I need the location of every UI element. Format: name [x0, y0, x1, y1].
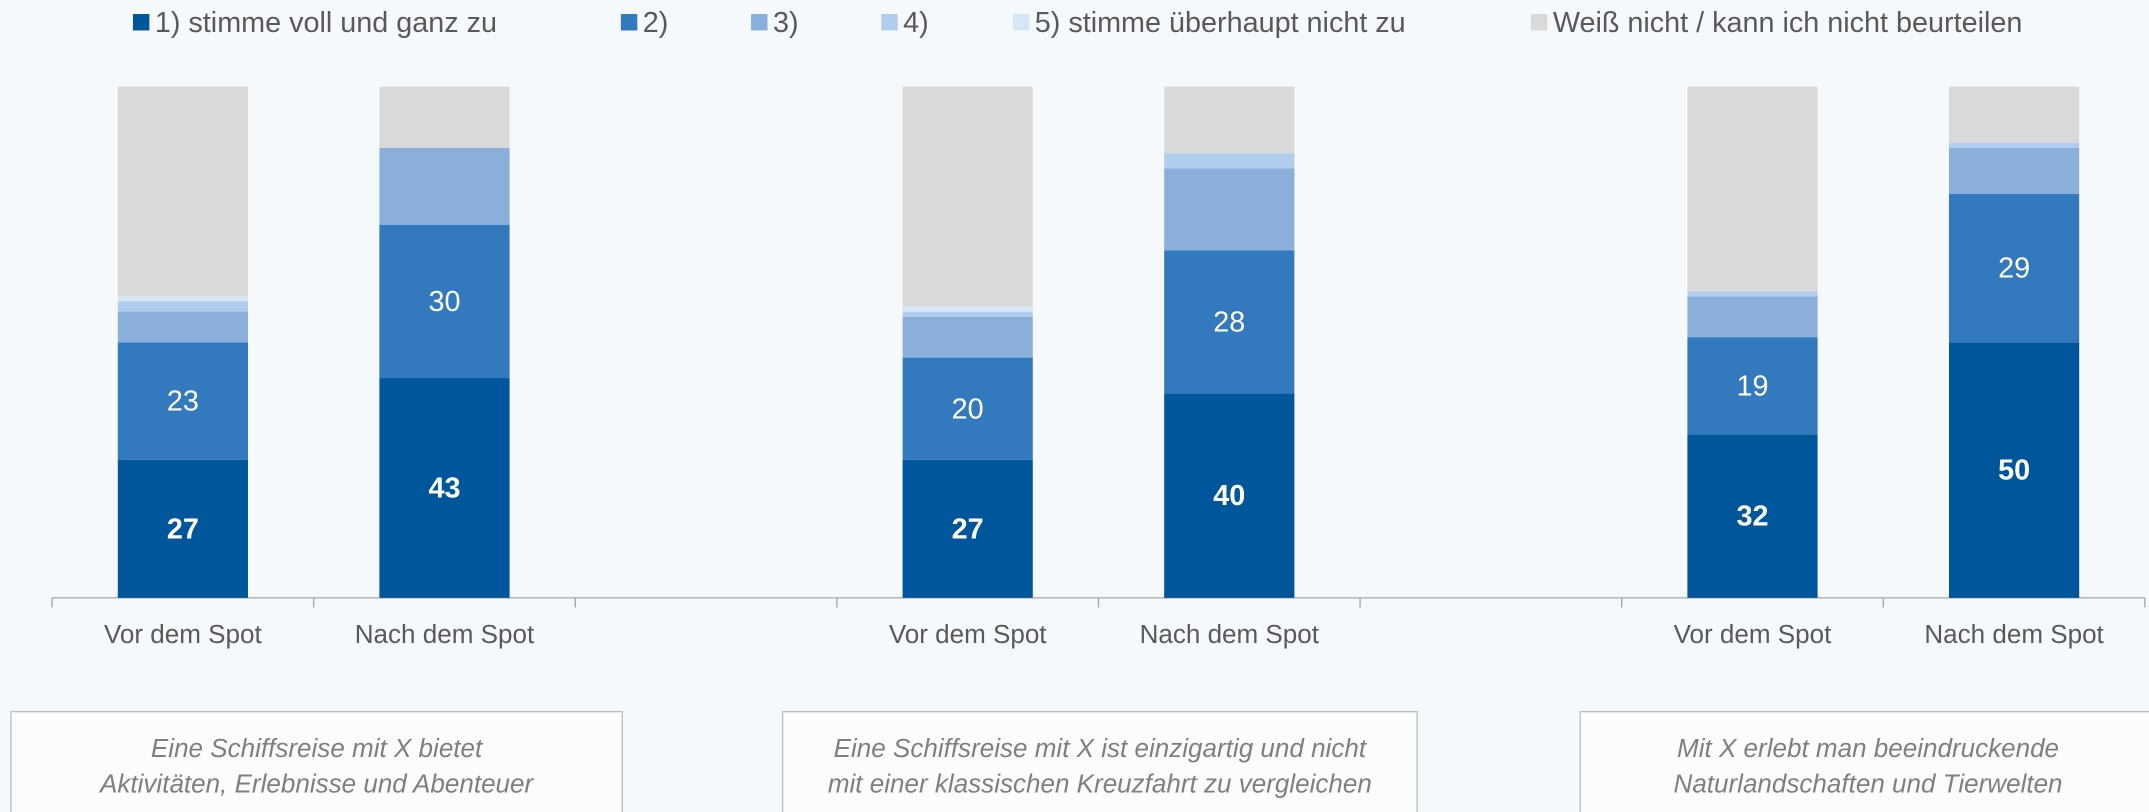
bar-segment: [117, 311, 248, 343]
bar-segment: [1164, 153, 1295, 169]
bar-segment: [1948, 148, 2080, 195]
value-label: 27: [167, 513, 199, 545]
value-label: 27: [952, 513, 984, 545]
caption-text: Eine Schiffsreise mit X bietet: [151, 733, 484, 763]
bar-segment: [1687, 86, 1818, 292]
bar-segment: [1687, 434, 1818, 598]
bar-segment: [1164, 86, 1295, 154]
bar-segment: [379, 224, 510, 379]
bar-segment: [1164, 250, 1295, 394]
bar-segment: [117, 459, 248, 598]
bar-segment: [1164, 393, 1295, 598]
bar-segment: [902, 86, 1033, 307]
legend-label: 3): [773, 7, 799, 39]
legend-label: 5) stimme überhaupt nicht zu: [1035, 7, 1406, 39]
value-label: 20: [952, 393, 984, 425]
legend-swatch: [1530, 14, 1548, 31]
legend-swatch: [751, 14, 768, 31]
bar-segment: [902, 311, 1033, 317]
value-label: 28: [1213, 306, 1245, 338]
legend-swatch: [881, 14, 898, 31]
x-tick-label: Nach dem Spot: [1924, 619, 2104, 649]
bar-segment: [379, 378, 510, 598]
value-label: 29: [1998, 253, 2030, 285]
value-label: 40: [1213, 480, 1245, 512]
bar-segment: [902, 459, 1033, 598]
legend-label: 4): [903, 7, 929, 39]
caption-text: Mit X erlebt man beeindruckende: [1677, 733, 2059, 763]
value-label: 19: [1736, 370, 1768, 402]
x-tick-label: Vor dem Spot: [889, 619, 1047, 649]
bar-segment: [1948, 194, 2080, 343]
legend-swatch: [620, 14, 638, 31]
legend-label: 2): [643, 7, 669, 39]
legend-label: 1) stimme voll und ganz zu: [155, 7, 497, 39]
value-label: 30: [428, 286, 460, 318]
bar-segment: [379, 148, 510, 225]
bar-segment: [1687, 296, 1818, 338]
value-label: 23: [167, 386, 199, 418]
caption-box: [781, 710, 1418, 812]
caption-text: Eine Schiffsreise mit X ist einzigartig …: [834, 733, 1368, 763]
legend-label: Weiß nicht / kann ich nicht beurteilen: [1553, 7, 2023, 39]
legend-swatch: [132, 14, 150, 31]
value-label: 32: [1736, 501, 1768, 533]
bar-segment: [1687, 337, 1818, 435]
bar-segment: [1687, 291, 1818, 297]
caption-text: mit einer klassischen Kreuzfahrt zu verg…: [828, 768, 1372, 798]
bar-segment: [117, 301, 248, 312]
x-tick-label: Vor dem Spot: [104, 619, 262, 649]
caption-box: [10, 710, 623, 812]
bar-segment: [1948, 86, 2080, 143]
value-label: 43: [428, 473, 460, 505]
value-label: 50: [1998, 455, 2030, 487]
bar-segment: [1948, 342, 2080, 598]
bar-segment: [902, 316, 1033, 358]
bar-segment: [902, 357, 1033, 460]
caption-text: Naturlandschaften und Tierwelten: [1674, 768, 2063, 798]
caption-text: Aktivitäten, Erlebnisse und Abenteuer: [98, 768, 534, 798]
bar-segment: [117, 86, 248, 297]
x-tick-label: Nach dem Spot: [355, 619, 535, 649]
bar-segment: [117, 296, 248, 302]
x-tick-label: Vor dem Spot: [1674, 619, 1832, 649]
bar-segment: [1164, 168, 1295, 251]
bar-segment: [117, 342, 248, 460]
legend-swatch: [1012, 14, 1030, 31]
bar-segment: [902, 306, 1033, 312]
bar-segment: [379, 86, 510, 149]
caption-box: [1579, 710, 2149, 812]
x-tick-label: Nach dem Spot: [1140, 619, 1320, 649]
bar-segment: [1948, 142, 2080, 149]
